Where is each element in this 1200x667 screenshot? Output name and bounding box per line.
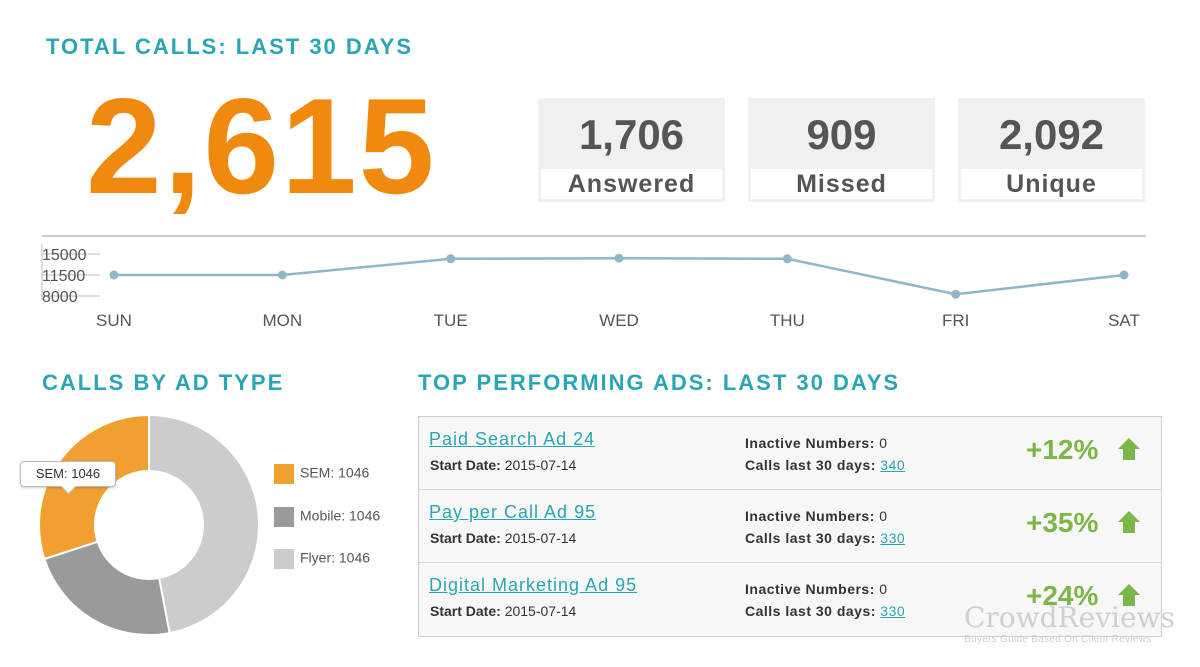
x-tick-label: SAT <box>1108 311 1140 330</box>
change-percent: +12% <box>1026 434 1099 465</box>
total-calls-value: 2,615 <box>86 70 437 222</box>
unique-stat-box: 2,092 Unique <box>958 98 1145 202</box>
inactive-label: Inactive Numbers: <box>745 435 875 451</box>
inactive-value: 0 <box>879 508 888 524</box>
mobile-swatch <box>274 507 294 527</box>
data-point <box>782 254 792 264</box>
inactive-numbers: Inactive Numbers: 0 <box>745 581 888 597</box>
donut-segment-flyer[interactable] <box>148 414 260 635</box>
change-percent: +24% <box>1026 580 1099 611</box>
inactive-value: 0 <box>879 581 888 597</box>
x-tick-label: THU <box>770 311 805 330</box>
start-date-label: Start Date: <box>430 603 501 619</box>
ad-name-link[interactable]: Paid Search Ad 24 <box>429 429 596 449</box>
calls-count-link[interactable]: 340 <box>880 457 906 473</box>
calls-label: Calls last 30 days: <box>745 457 876 473</box>
donut-segment-mobile[interactable] <box>43 540 171 636</box>
ad-row: Paid Search Ad 24 Start Date: 2015-07-14… <box>419 417 1161 490</box>
y-tick-label: 11500 <box>42 268 85 285</box>
start-date-label: Start Date: <box>430 530 501 546</box>
start-date-value: 2015-07-14 <box>504 530 577 546</box>
start-date-value: 2015-07-14 <box>504 457 577 473</box>
ad-row: Pay per Call Ad 95 Start Date: 2015-07-1… <box>419 490 1161 563</box>
data-point <box>1119 270 1129 280</box>
calls-count-link[interactable]: 330 <box>880 603 906 619</box>
x-tick-label: FRI <box>942 311 969 330</box>
legend-label-mobile: Mobile: 1046 <box>300 507 381 524</box>
ad-row: Digital Marketing Ad 95 Start Date: 2015… <box>419 563 1161 636</box>
legend-item-flyer: Flyer: 1046 <box>274 549 370 569</box>
inactive-numbers: Inactive Numbers: 0 <box>745 435 888 451</box>
x-tick-label: WED <box>599 311 639 330</box>
calls-last-30-days: Calls last 30 days: 340 <box>745 457 905 473</box>
data-point <box>277 270 287 280</box>
answered-stat-box: 1,706 Answered <box>538 98 725 202</box>
top-ads-title: TOP PERFORMING ADS: LAST 30 DAYS <box>418 370 901 395</box>
inactive-value: 0 <box>879 435 888 451</box>
legend-label-sem: SEM: 1046 <box>300 464 370 481</box>
donut-tooltip: SEM: 1046 <box>20 461 116 487</box>
y-tick-label: 8000 <box>42 289 78 306</box>
ad-name-link[interactable]: Digital Marketing Ad 95 <box>429 575 638 595</box>
calls-last-30-days: Calls last 30 days: 330 <box>745 530 905 546</box>
data-point <box>614 253 624 263</box>
missed-stat-box: 909 Missed <box>748 98 935 202</box>
data-point <box>951 289 961 299</box>
unique-label: Unique <box>961 169 1142 199</box>
ad-start-date: Start Date: 2015-07-14 <box>430 603 576 619</box>
answered-label: Answered <box>541 169 722 199</box>
ad-type-donut-chart <box>38 414 260 636</box>
inactive-label: Inactive Numbers: <box>745 508 875 524</box>
calls-last-30-days: Calls last 30 days: 330 <box>745 603 905 619</box>
flyer-swatch <box>274 549 294 569</box>
y-tick-label: 15000 <box>42 247 87 264</box>
arrow-up-icon <box>1118 511 1140 533</box>
legend-item-mobile: Mobile: 1046 <box>274 507 380 527</box>
x-tick-label: SUN <box>96 311 132 330</box>
watermark-logo-text: CrowdReviews <box>964 601 1175 634</box>
watermark-tagline: Buyers Guide Based On Client Reviews <box>964 634 1152 645</box>
data-point <box>109 270 119 280</box>
calls-label: Calls last 30 days: <box>745 530 876 546</box>
crowdreviews-watermark: CrowdReviews Buyers Guide Based On Clien… <box>964 602 1175 646</box>
legend-label-flyer: Flyer: 1046 <box>300 549 371 566</box>
calls-count-link[interactable]: 330 <box>880 530 906 546</box>
ad-start-date: Start Date: 2015-07-14 <box>430 457 576 473</box>
unique-value: 2,092 <box>998 111 1105 158</box>
ad-start-date: Start Date: 2015-07-14 <box>430 530 576 546</box>
arrow-up-icon <box>1118 438 1140 460</box>
start-date-value: 2015-07-14 <box>504 603 577 619</box>
inactive-numbers: Inactive Numbers: 0 <box>745 508 888 524</box>
missed-label: Missed <box>751 169 932 199</box>
sem-swatch <box>274 464 294 484</box>
total-calls-title: TOTAL CALLS: LAST 30 DAYS <box>46 34 414 59</box>
ad-name-link[interactable]: Pay per Call Ad 95 <box>429 502 597 522</box>
top-ads-table: Paid Search Ad 24 Start Date: 2015-07-14… <box>418 416 1162 637</box>
answered-value: 1,706 <box>578 111 685 158</box>
start-date-label: Start Date: <box>430 457 501 473</box>
data-point <box>446 254 456 264</box>
legend-item-sem: SEM: 1046 <box>274 464 369 484</box>
inactive-label: Inactive Numbers: <box>745 581 875 597</box>
missed-value: 909 <box>806 111 877 158</box>
x-tick-label: MON <box>262 311 302 330</box>
arrow-up-icon <box>1118 584 1140 606</box>
calls-by-ad-type-title: CALLS BY AD TYPE <box>42 370 285 395</box>
series-line <box>114 256 1125 296</box>
change-percent: +35% <box>1026 507 1099 538</box>
calls-label: Calls last 30 days: <box>745 603 876 619</box>
x-tick-label: TUE <box>434 311 468 330</box>
weekly-calls-line-chart: 15000 11500 8000 SUN MON TUE WED THU FRI SAT <box>41 235 1146 330</box>
